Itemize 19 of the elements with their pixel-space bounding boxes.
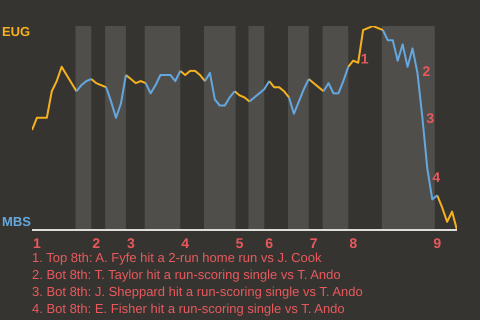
x-tick-label: 4 [181, 234, 190, 251]
x-tick-label: 5 [236, 234, 244, 251]
text: MBS [2, 214, 31, 229]
text: 4. Bot 8th: E. Fisher hit a run-scoring single vs T. Ando [32, 300, 346, 317]
annotation: 3 [426, 110, 434, 126]
text: 3. Bot 8th: J. Sheppard hit a run-scoring single vs T. Ando [32, 283, 363, 300]
text: EUG [2, 24, 30, 39]
annotation: 2 [422, 62, 430, 79]
x-tick-label: 3 [126, 234, 135, 251]
x-tick-label: 2 [92, 234, 100, 251]
x-tick-label: 8 [349, 234, 358, 251]
x-tick-label: 7 [310, 234, 318, 251]
annotation: 4 [432, 168, 440, 185]
text: 1. Top 8th: A. Fyfe hit a 2-run home run vs J. Cook [32, 249, 323, 266]
annotation: 1 [360, 50, 369, 67]
x-tick-label: 1 [33, 234, 42, 251]
text: 2. Bot 8th: T. Taylor hit a run-scoring single vs T. Ando [32, 266, 342, 283]
x-tick-label: 9 [433, 234, 442, 251]
x-tick-label: 6 [265, 234, 274, 251]
